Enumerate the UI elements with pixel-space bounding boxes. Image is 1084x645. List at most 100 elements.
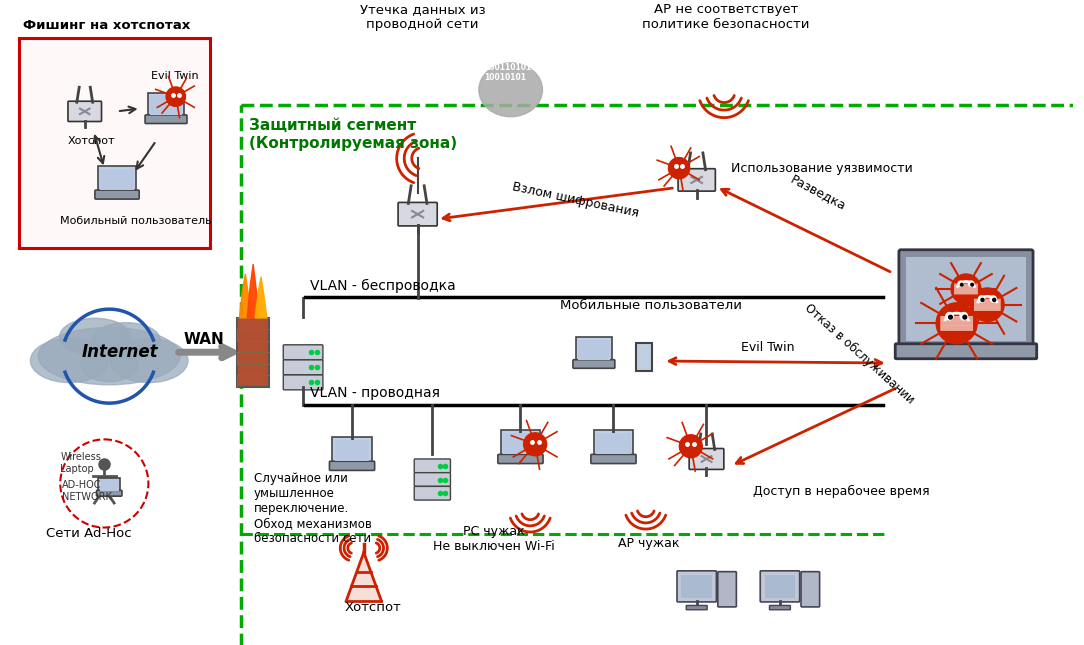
Text: 10010010
001010110100
10011010110
10010101: 10010010 001010110100 10011010110 100101… [485,42,547,82]
Text: Утечка данных из
проводной сети: Утечка данных из проводной сети [360,3,486,31]
FancyBboxPatch shape [283,345,323,360]
FancyBboxPatch shape [801,571,820,607]
FancyBboxPatch shape [330,461,375,470]
FancyBboxPatch shape [414,459,451,473]
FancyBboxPatch shape [498,454,543,464]
Polygon shape [247,264,259,318]
Text: Evil Twin: Evil Twin [740,341,795,354]
FancyBboxPatch shape [98,166,137,193]
FancyBboxPatch shape [332,437,372,464]
FancyBboxPatch shape [101,169,133,190]
Ellipse shape [92,322,160,358]
Ellipse shape [38,328,180,385]
Circle shape [669,157,689,179]
FancyBboxPatch shape [770,606,790,610]
Circle shape [948,315,953,319]
FancyBboxPatch shape [596,433,631,455]
FancyBboxPatch shape [414,473,451,486]
Circle shape [963,315,967,319]
Text: Случайное или
умышленное
переключение.
Обход механизмов
безопасности сети: Случайное или умышленное переключение. О… [254,471,372,544]
Text: АР чужак: АР чужак [618,537,680,550]
Text: WAN: WAN [183,332,224,348]
FancyBboxPatch shape [689,448,724,470]
FancyBboxPatch shape [973,299,1001,303]
Circle shape [946,313,953,320]
Polygon shape [255,277,267,318]
Text: Фишинг на хотспотах: Фишинг на хотспотах [23,19,191,32]
FancyBboxPatch shape [760,571,800,602]
FancyBboxPatch shape [100,479,118,491]
FancyBboxPatch shape [940,316,973,321]
Circle shape [960,283,963,286]
Circle shape [968,281,973,286]
Text: Wireless
Laptop: Wireless Laptop [61,452,101,473]
Ellipse shape [109,339,188,382]
Text: Evil Twin: Evil Twin [152,71,199,81]
FancyBboxPatch shape [503,433,538,455]
FancyBboxPatch shape [151,95,182,115]
FancyBboxPatch shape [576,337,612,362]
FancyBboxPatch shape [578,340,609,360]
Text: АР не соответствует
политике безопасности: АР не соответствует политике безопасност… [643,3,810,31]
Circle shape [990,296,996,302]
Bar [20,38,210,248]
Bar [636,343,651,371]
FancyBboxPatch shape [954,287,978,291]
Text: Доступ в нерабочее время: Доступ в нерабочее время [752,485,929,498]
FancyBboxPatch shape [501,430,540,457]
Circle shape [951,274,981,304]
FancyBboxPatch shape [679,169,715,191]
Circle shape [960,313,968,320]
FancyBboxPatch shape [96,490,121,496]
FancyBboxPatch shape [335,440,370,461]
Text: Мобильные пользователи: Мобильные пользователи [559,299,741,312]
Bar [242,104,1079,645]
FancyBboxPatch shape [594,430,633,457]
Circle shape [958,281,964,286]
FancyBboxPatch shape [68,101,102,121]
Polygon shape [346,553,382,601]
Polygon shape [240,274,251,318]
Text: Мобильный пользователь: Мобильный пользователь [61,216,211,226]
Text: Взлом шифрования: Взлом шифрования [511,181,640,220]
Circle shape [680,435,702,458]
Ellipse shape [30,339,108,382]
FancyBboxPatch shape [686,606,707,610]
Circle shape [166,87,185,106]
FancyBboxPatch shape [954,291,978,294]
FancyBboxPatch shape [398,203,437,226]
FancyBboxPatch shape [99,477,120,492]
FancyBboxPatch shape [283,360,323,375]
Text: Хотспот: Хотспот [68,135,116,146]
Circle shape [970,288,1004,321]
FancyBboxPatch shape [764,575,796,598]
Circle shape [524,433,546,456]
Text: Защитный сегмент
(Контролируемая зона): Защитный сегмент (Контролируемая зона) [249,118,457,151]
FancyBboxPatch shape [940,321,973,326]
FancyBboxPatch shape [283,375,323,390]
Ellipse shape [479,63,542,117]
Circle shape [971,283,973,286]
Ellipse shape [81,348,138,382]
Circle shape [979,296,984,302]
Circle shape [993,299,996,301]
FancyBboxPatch shape [591,454,636,464]
FancyBboxPatch shape [973,307,1001,311]
Text: Использование уязвимости: Использование уязвимости [731,162,913,175]
Circle shape [981,299,984,301]
FancyBboxPatch shape [145,115,186,123]
Circle shape [937,303,977,344]
Text: Internet: Internet [81,343,158,361]
FancyBboxPatch shape [414,486,451,500]
Text: Отказ в обслуживании: Отказ в обслуживании [802,301,917,406]
Text: VLAN - беспроводка: VLAN - беспроводка [310,279,455,293]
FancyBboxPatch shape [95,190,139,199]
FancyBboxPatch shape [237,318,269,386]
FancyBboxPatch shape [895,344,1036,359]
Text: VLAN - проводная: VLAN - проводная [310,386,440,401]
FancyBboxPatch shape [973,303,1001,307]
FancyBboxPatch shape [899,250,1033,347]
Text: AD-HOC
NETWORK: AD-HOC NETWORK [62,481,112,502]
Text: Сети Ad-Hoc: Сети Ad-Hoc [46,528,131,541]
FancyBboxPatch shape [906,257,1025,341]
